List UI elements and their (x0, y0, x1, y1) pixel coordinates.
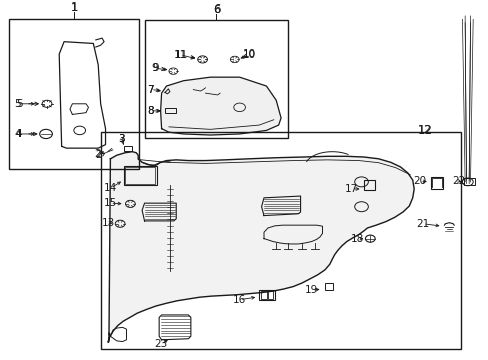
Bar (124, 147, 132, 150)
Bar (325, 283, 332, 290)
Text: 2: 2 (95, 150, 102, 160)
Text: 1: 1 (70, 3, 78, 13)
Bar (9, 19, 139, 170)
Text: 21: 21 (415, 219, 429, 229)
Text: 7: 7 (147, 85, 154, 95)
Text: 20: 20 (413, 176, 426, 186)
Text: 4: 4 (16, 129, 22, 139)
Bar (430, 176, 443, 189)
Text: 14: 14 (103, 183, 117, 193)
Text: 10: 10 (243, 50, 255, 60)
Bar (123, 166, 157, 185)
Text: 5: 5 (16, 99, 22, 109)
Bar (260, 291, 267, 299)
Text: 2: 2 (94, 149, 101, 159)
Text: 5: 5 (15, 99, 21, 109)
Text: 1: 1 (70, 1, 78, 14)
Bar (101, 132, 461, 348)
Bar (463, 177, 474, 185)
Text: 6: 6 (213, 5, 220, 15)
Bar (259, 290, 274, 300)
Text: 8: 8 (147, 106, 154, 116)
Text: 11: 11 (173, 50, 186, 60)
Bar (125, 167, 155, 184)
Text: 4: 4 (15, 129, 21, 139)
Bar (267, 291, 273, 299)
Polygon shape (108, 152, 413, 342)
Bar (363, 180, 374, 190)
Text: 9: 9 (151, 63, 158, 73)
Text: 23: 23 (154, 339, 167, 350)
Text: 16: 16 (232, 295, 246, 305)
Bar (164, 108, 175, 113)
Text: 19: 19 (305, 285, 318, 295)
Text: 3: 3 (118, 134, 124, 144)
Text: 11: 11 (174, 50, 187, 60)
Text: 12: 12 (417, 124, 431, 137)
Text: 6: 6 (212, 3, 220, 16)
Bar (144, 21, 288, 138)
Text: 10: 10 (243, 49, 255, 59)
Text: 8: 8 (147, 106, 154, 116)
Polygon shape (160, 77, 281, 135)
Text: 18: 18 (350, 234, 364, 244)
Text: 7: 7 (147, 85, 154, 95)
Text: 15: 15 (103, 198, 117, 208)
Text: 9: 9 (152, 63, 159, 73)
Text: 12: 12 (417, 125, 431, 135)
Text: 13: 13 (101, 218, 114, 228)
Text: 3: 3 (118, 134, 124, 144)
Text: 22: 22 (451, 176, 465, 186)
Text: 17: 17 (345, 184, 358, 194)
